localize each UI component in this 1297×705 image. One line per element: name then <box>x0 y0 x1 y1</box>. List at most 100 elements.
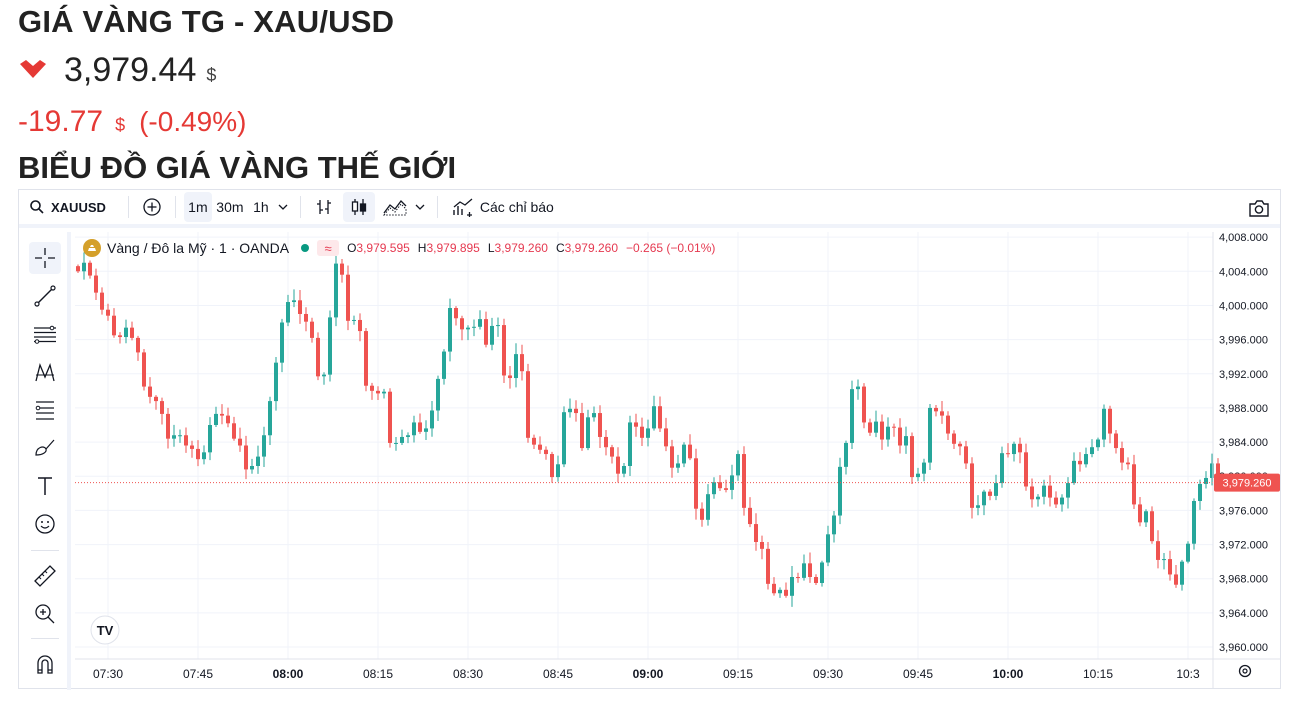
candle-body <box>1078 460 1082 465</box>
tradingview-logo[interactable]: TV <box>90 615 120 645</box>
indicators-button[interactable]: Các chỉ báo <box>446 192 560 222</box>
candle-body <box>970 463 974 508</box>
interval-30m-button[interactable]: 30m <box>216 199 244 215</box>
x-tick-label: 09:45 <box>903 667 933 681</box>
candle-body <box>466 327 470 330</box>
candle-body <box>472 326 476 328</box>
symbol-search-button[interactable]: XAUUSD <box>19 192 120 222</box>
candle-body <box>1048 485 1052 498</box>
candle-body <box>1042 485 1046 497</box>
candle-body <box>586 417 590 449</box>
candle-body <box>1090 447 1094 455</box>
candle-body <box>520 354 524 372</box>
emoji-tool[interactable] <box>29 508 61 540</box>
candle-body <box>502 325 506 376</box>
chart-type-dropdown-button[interactable] <box>411 192 429 222</box>
candle-body <box>202 452 206 460</box>
candle-body <box>298 300 302 314</box>
legend-high: H3,979.895 <box>417 241 480 255</box>
candle-body <box>430 410 434 429</box>
candle-body <box>178 435 182 437</box>
candle-body <box>304 313 308 322</box>
candle-body <box>370 385 374 391</box>
candle-body <box>400 436 404 443</box>
candle-body <box>382 391 386 394</box>
candle-body <box>532 437 536 445</box>
interval-dropdown-button[interactable] <box>274 192 292 222</box>
candle-body <box>442 351 446 379</box>
toolbar-divider <box>299 196 301 218</box>
candle-body <box>100 292 104 310</box>
area-style-button[interactable] <box>379 192 411 222</box>
legend-close: C3,979.260 <box>555 241 618 255</box>
candle-body <box>268 401 272 436</box>
candle-body <box>742 454 746 508</box>
price-chart[interactable]: 4,008.000 4,004.000 4,000.000 3,996.000 3,99… <box>75 232 1281 689</box>
x-tick-label: 10:15 <box>1083 667 1113 681</box>
price-change: -19.77 <box>18 105 104 138</box>
candle-body <box>124 327 128 338</box>
zoom-in-tool[interactable] <box>29 598 61 630</box>
symbol-label: XAUUSD <box>51 199 106 215</box>
candle-body <box>676 463 680 468</box>
candle-body <box>868 422 872 433</box>
crosshair-tool[interactable] <box>29 242 61 274</box>
x-tick-label: 08:45 <box>543 667 573 681</box>
candle-body <box>208 425 212 453</box>
candle-body <box>352 319 356 321</box>
candle-body <box>682 444 686 464</box>
settings-icon[interactable] <box>1238 664 1252 678</box>
ruler-tool[interactable] <box>29 560 61 592</box>
candle-body <box>1018 443 1022 453</box>
candle-body <box>1036 496 1040 500</box>
interval-1m-button[interactable]: 1m <box>183 192 212 222</box>
interval-1h-button[interactable]: 1h <box>253 199 269 215</box>
sidebar-divider <box>31 550 59 551</box>
candle-body <box>562 412 566 465</box>
candle-body <box>364 331 368 386</box>
candle-body <box>892 426 896 428</box>
candle-body <box>982 491 986 506</box>
candles-button[interactable] <box>342 192 375 222</box>
magnet-tool[interactable] <box>29 648 61 680</box>
brush-tool[interactable] <box>29 432 61 464</box>
candle-body <box>700 508 704 520</box>
candle-body <box>106 309 110 316</box>
compare-button[interactable] <box>137 192 167 222</box>
candle-body <box>958 443 962 447</box>
camera-icon[interactable] <box>1246 196 1272 222</box>
candle-body <box>82 262 86 272</box>
candle-body <box>1084 454 1088 465</box>
trend-line-tool[interactable] <box>29 280 61 312</box>
add-compare-icon <box>143 198 161 216</box>
trend-line-icon <box>34 285 56 307</box>
candle-body <box>1054 497 1058 505</box>
candle-body <box>580 413 584 449</box>
pattern-tool[interactable] <box>29 356 61 388</box>
candle-body <box>838 466 842 516</box>
candle-body <box>514 354 518 379</box>
y-tick-label: 3,976.000 <box>1219 505 1268 517</box>
bar-style-button[interactable] <box>309 192 339 222</box>
candle-body <box>148 386 152 397</box>
x-tick-label: 08:00 <box>273 667 304 681</box>
candle-body <box>736 454 740 476</box>
candle-body <box>1216 463 1220 483</box>
text-tool[interactable] <box>29 470 61 502</box>
candle-body <box>250 465 254 470</box>
fib-tool[interactable] <box>29 394 61 426</box>
candle-body <box>928 407 932 463</box>
candle-body <box>478 319 482 327</box>
horizontal-lines-tool[interactable] <box>29 318 61 350</box>
candle-body <box>670 446 674 468</box>
candle-body <box>1210 463 1214 478</box>
last-price-badge-bg <box>1214 473 1280 492</box>
candle-body <box>526 371 530 438</box>
candle-body <box>604 436 608 448</box>
y-tick-label: 3,968.000 <box>1219 574 1268 586</box>
candle-body <box>1072 460 1076 484</box>
candle-body <box>316 337 320 377</box>
x-tick-label: 09:15 <box>723 667 753 681</box>
heart-down-icon <box>20 60 46 78</box>
chevron-down-icon <box>278 204 288 210</box>
